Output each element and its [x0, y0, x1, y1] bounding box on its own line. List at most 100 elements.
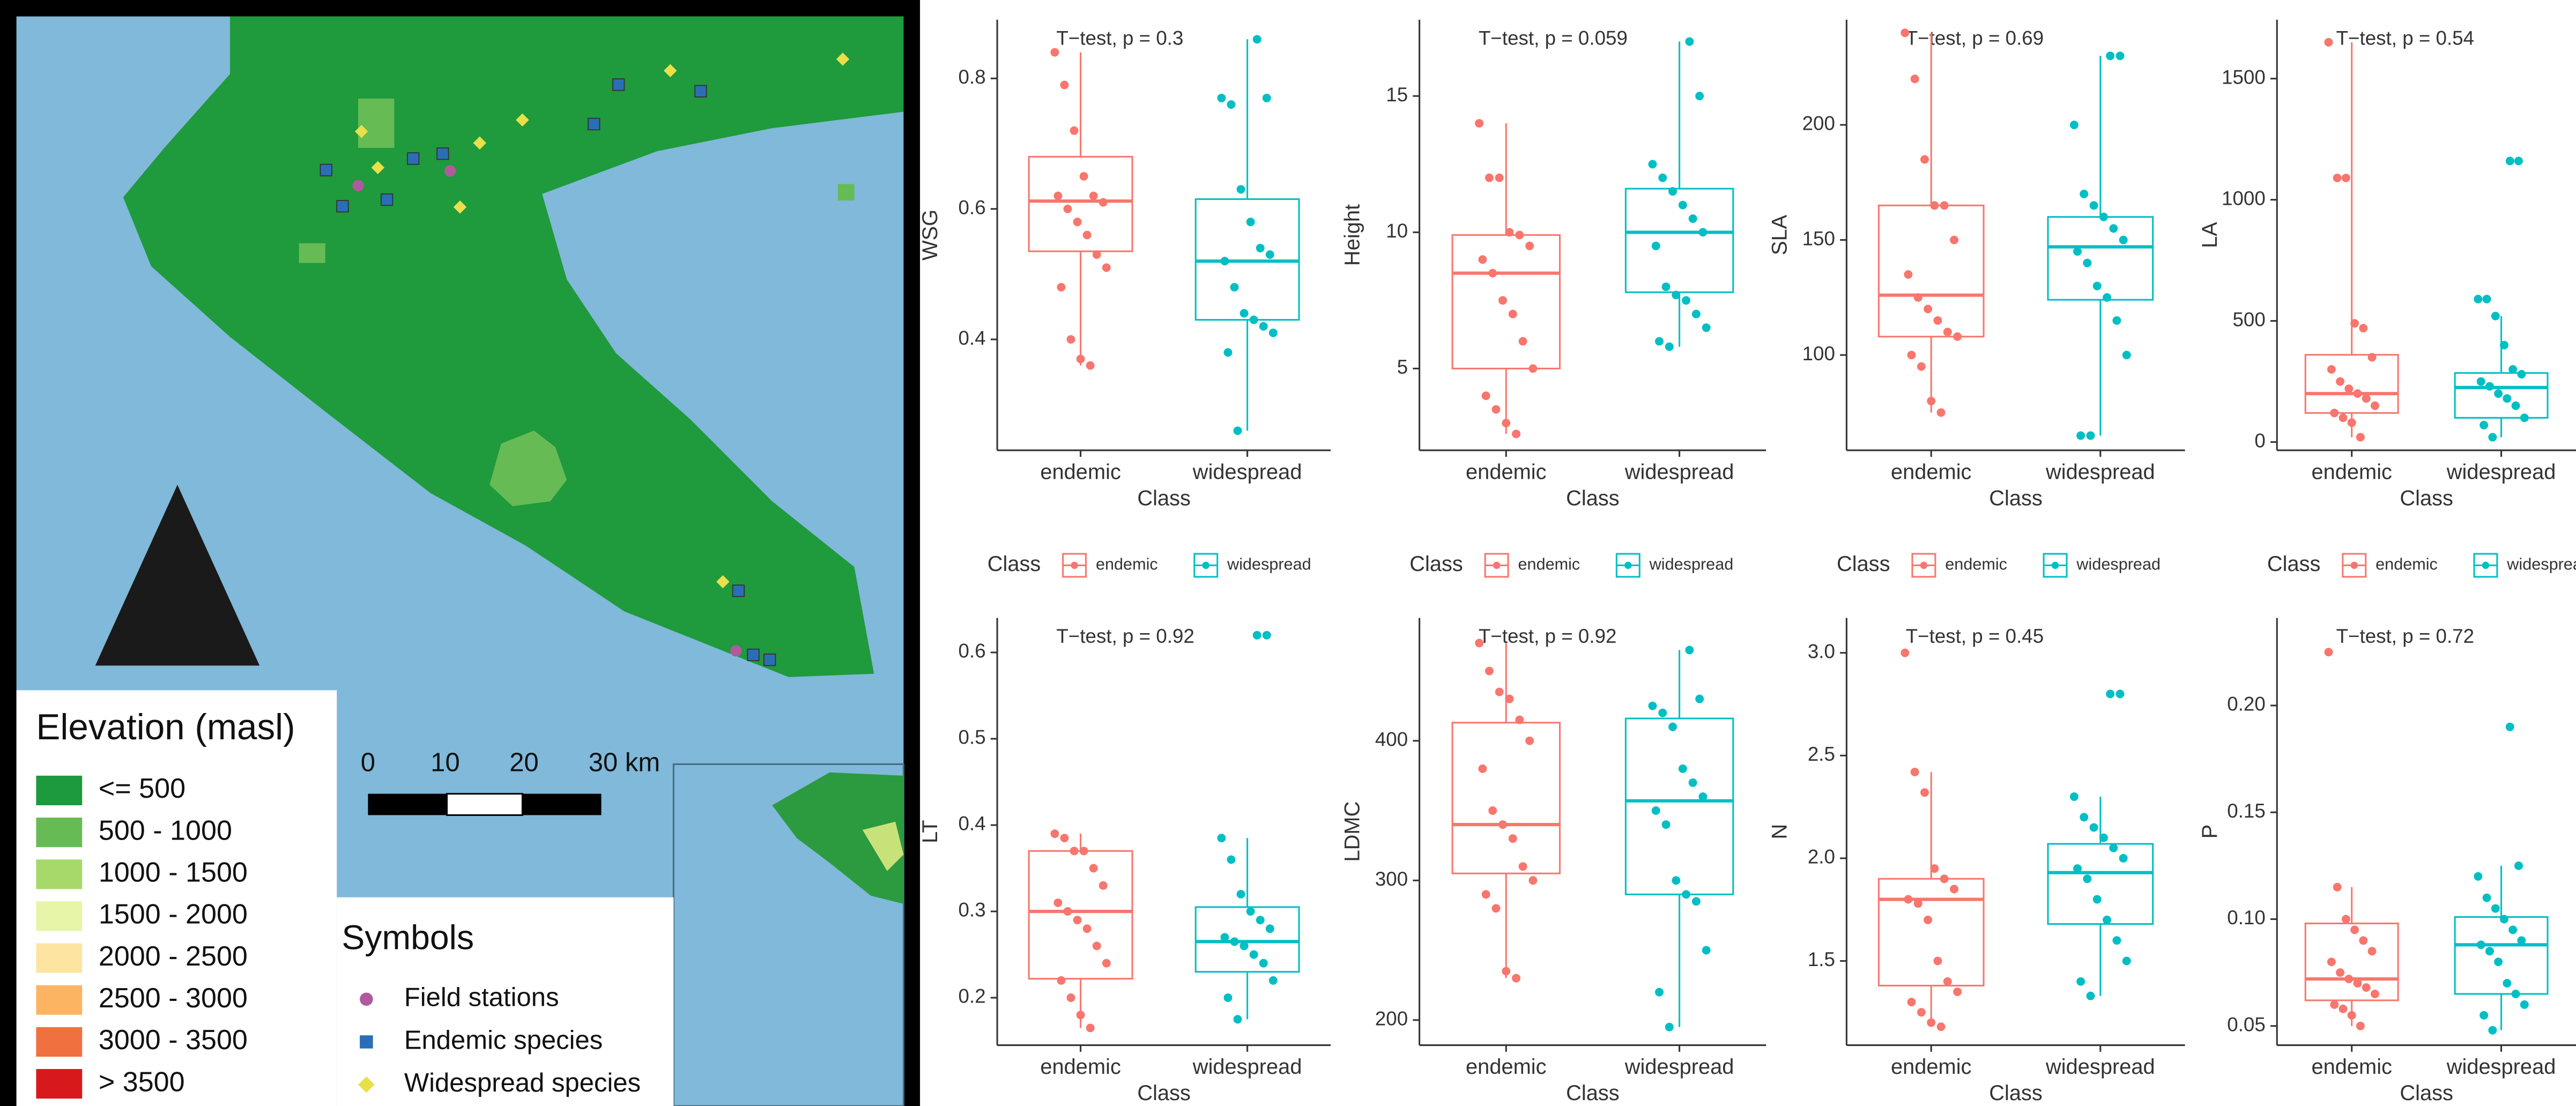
- data-point: [1073, 218, 1082, 226]
- chart-annotation: T−test, p = 0.54: [2336, 27, 2474, 49]
- data-point: [2344, 384, 2353, 393]
- x-tick-label: widespread: [2045, 1055, 2155, 1079]
- data-point: [1086, 1023, 1095, 1032]
- data-point: [1495, 174, 1504, 182]
- data-point: [2109, 844, 2118, 852]
- data-point: [2076, 977, 2085, 986]
- data-point: [1927, 397, 1935, 405]
- data-point: [2356, 433, 2365, 442]
- data-point: [2371, 990, 2379, 998]
- data-point: [2362, 983, 2371, 992]
- data-point: [2339, 1005, 2348, 1013]
- data-point: [1064, 907, 1072, 916]
- data-point: [2503, 394, 2511, 403]
- data-point: [1695, 92, 1704, 100]
- data-point: [1502, 419, 1510, 427]
- chart-annotation: T−test, p = 0.72: [2336, 625, 2474, 647]
- data-point: [1485, 667, 1494, 676]
- data-point: [1253, 35, 1261, 43]
- data-point: [2099, 834, 2108, 842]
- data-point: [1083, 231, 1092, 239]
- data-point: [1263, 94, 1271, 102]
- legend-label: endemic: [1096, 555, 1158, 574]
- x-axis-label: Class: [1566, 486, 1620, 510]
- endemic-marker: [321, 165, 332, 176]
- x-axis-label: Class: [1137, 486, 1191, 510]
- data-point: [1655, 988, 1664, 997]
- data-point: [1652, 242, 1660, 250]
- data-point: [2506, 723, 2514, 731]
- data-point: [1259, 959, 1268, 968]
- data-point: [1234, 426, 1242, 435]
- y-tick-label: 3.0: [1808, 640, 1835, 662]
- data-point: [2494, 389, 2503, 398]
- data-point: [1230, 937, 1239, 946]
- data-point: [1269, 976, 1278, 985]
- data-point: [2500, 915, 2508, 923]
- highland: [299, 243, 325, 263]
- legend-label: 3000 - 3500: [99, 1025, 248, 1056]
- data-point: [1259, 322, 1268, 331]
- data-point: [1658, 709, 1667, 717]
- legend-label: <= 500: [99, 773, 185, 804]
- data-point: [1698, 228, 1707, 236]
- y-tick-label: 1000: [2222, 187, 2266, 209]
- x-tick-label: widespread: [1192, 460, 1302, 484]
- data-point: [1053, 899, 1062, 907]
- legend-key: [1493, 562, 1500, 569]
- station-marker: [730, 645, 741, 656]
- data-point: [2485, 382, 2494, 391]
- data-point: [1933, 957, 1942, 966]
- symbol-marker: [360, 992, 373, 1006]
- legend-key: [2351, 562, 2358, 569]
- y-axis-label: SLA: [1768, 214, 1791, 255]
- x-axis-label: Class: [2400, 486, 2453, 510]
- data-point: [1917, 1008, 1926, 1016]
- data-point: [2080, 813, 2088, 821]
- data-point: [2474, 295, 2482, 303]
- data-point: [1250, 316, 1258, 324]
- data-point: [1102, 263, 1111, 272]
- data-point: [2348, 418, 2356, 427]
- data-point: [1070, 847, 1079, 855]
- legend-title: Class: [2267, 552, 2321, 576]
- data-point: [1060, 81, 1069, 90]
- data-point: [2488, 1026, 2497, 1035]
- endemic-marker: [407, 153, 419, 164]
- data-point: [1685, 646, 1694, 655]
- x-axis-label: Class: [1989, 1081, 2043, 1105]
- x-tick-label: widespread: [2446, 1055, 2556, 1079]
- y-tick-label: 100: [1802, 343, 1835, 365]
- data-point: [2494, 957, 2503, 966]
- data-point: [1064, 205, 1072, 213]
- data-point: [1672, 291, 1680, 299]
- data-point: [1253, 631, 1261, 640]
- page: Elevation (masl) <= 500500 - 10001000 - …: [0, 0, 2576, 1106]
- legend-label: widespread: [2076, 555, 2161, 574]
- x-tick-label: endemic: [1040, 1055, 1121, 1079]
- data-point: [1914, 293, 1922, 302]
- data-point: [1060, 834, 1069, 842]
- data-point: [1102, 959, 1111, 968]
- data-point: [1221, 933, 1229, 941]
- data-point: [2485, 947, 2494, 955]
- data-point: [2112, 936, 2121, 945]
- data-point: [2500, 341, 2508, 350]
- data-point: [2354, 979, 2362, 988]
- data-point: [2517, 370, 2526, 378]
- scale-label: 30 km: [589, 748, 660, 777]
- data-point: [2122, 957, 2131, 966]
- endemic-marker: [695, 85, 706, 97]
- y-tick-label: 0.2: [959, 985, 986, 1007]
- data-point: [2339, 413, 2348, 422]
- data-point: [1665, 1023, 1674, 1031]
- data-point: [1505, 228, 1514, 236]
- data-point: [2073, 864, 2082, 873]
- y-axis-label: Height: [1341, 204, 1364, 266]
- y-axis-label: P: [2198, 825, 2222, 839]
- data-point: [1649, 160, 1657, 168]
- legend-swatch: [36, 1027, 82, 1057]
- data-point: [2336, 377, 2344, 386]
- data-point: [1217, 94, 1226, 102]
- data-point: [2327, 365, 2336, 374]
